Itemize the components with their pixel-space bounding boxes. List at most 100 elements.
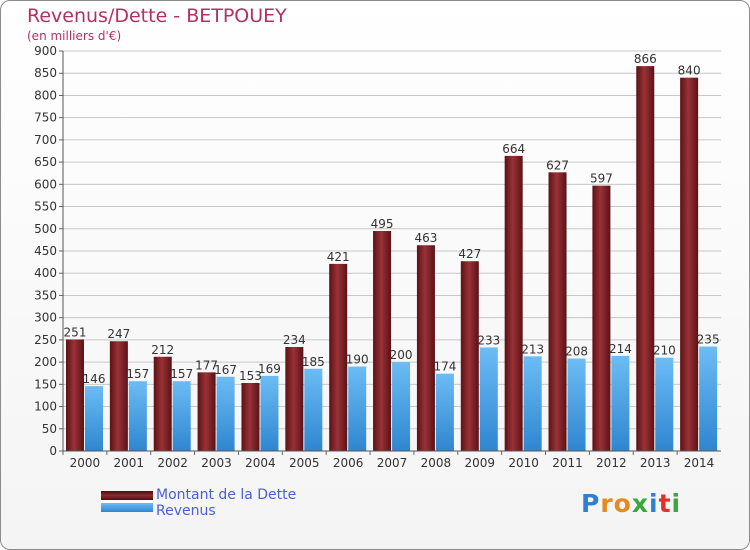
data-label-dette: 463 — [414, 231, 437, 245]
bar-revenus — [392, 362, 411, 451]
y-tick-label: 850 — [34, 66, 57, 80]
y-tick-label: 650 — [34, 155, 57, 169]
x-tick-label: 2011 — [552, 456, 583, 470]
data-label-revenus: 169 — [258, 362, 281, 376]
bar-revenus — [435, 373, 454, 451]
bar-dette — [636, 66, 655, 451]
data-label-dette: 664 — [502, 142, 525, 156]
bar-revenus — [304, 368, 323, 451]
data-label-revenus: 210 — [653, 344, 676, 358]
bar-revenus — [172, 381, 191, 451]
data-label-revenus: 167 — [214, 363, 237, 377]
y-tick-label: 750 — [34, 111, 57, 125]
data-label-revenus: 190 — [346, 353, 369, 367]
data-label-dette: 597 — [590, 172, 613, 186]
bar-dette — [592, 185, 611, 451]
y-tick-label: 700 — [34, 133, 57, 147]
bar-revenus — [523, 356, 542, 451]
bar-dette — [241, 383, 260, 451]
x-tick-label: 2008 — [421, 456, 452, 470]
bar-revenus — [216, 376, 235, 451]
x-tick-label: 2009 — [464, 456, 495, 470]
logo-letter: P — [581, 489, 601, 518]
x-tick-label: 2004 — [245, 456, 276, 470]
x-tick-label: 2003 — [201, 456, 232, 470]
logo-letter: t — [658, 489, 672, 518]
data-label-dette: 421 — [327, 250, 350, 264]
bar-revenus — [567, 358, 586, 451]
bar-revenus — [611, 355, 630, 451]
bar-dette — [460, 261, 479, 451]
x-tick-label: 2000 — [70, 456, 101, 470]
data-label-revenus: 185 — [302, 355, 325, 369]
y-tick-label: 350 — [34, 288, 57, 302]
data-label-revenus: 200 — [390, 348, 413, 362]
data-label-dette: 427 — [458, 247, 481, 261]
data-label-dette: 212 — [151, 343, 174, 357]
data-label-revenus: 233 — [477, 333, 500, 347]
bar-dette — [548, 172, 567, 452]
y-tick-label: 550 — [34, 200, 57, 214]
data-label-dette: 251 — [64, 325, 87, 339]
y-tick-label: 200 — [34, 355, 57, 369]
bar-dette — [109, 341, 128, 451]
data-label-dette: 177 — [195, 358, 218, 372]
y-tick-label: 600 — [34, 177, 57, 191]
proxiti-logo: Proxiti — [581, 489, 681, 518]
y-tick-label: 800 — [34, 88, 57, 102]
data-label-revenus: 214 — [609, 342, 632, 356]
data-label-dette: 627 — [546, 158, 569, 172]
y-tick-label: 250 — [34, 333, 57, 347]
logo-letter: x — [631, 489, 649, 518]
bar-revenus — [655, 357, 674, 451]
y-tick-label: 300 — [34, 311, 57, 325]
data-label-dette: 153 — [239, 369, 262, 383]
data-label-dette: 495 — [371, 217, 394, 231]
data-label-revenus: 157 — [126, 367, 149, 381]
x-tick-label: 2012 — [596, 456, 627, 470]
data-label-dette: 840 — [678, 64, 701, 78]
bar-dette — [197, 372, 216, 451]
bar-revenus — [479, 347, 498, 451]
legend-swatch-dette — [101, 491, 153, 503]
bar-revenus — [699, 346, 718, 451]
data-label-dette: 866 — [634, 52, 657, 66]
legend-label-dette: Montant de la Dette — [156, 487, 297, 503]
y-tick-label: 0 — [49, 444, 57, 458]
bar-dette — [153, 356, 172, 451]
bar-revenus — [348, 366, 367, 451]
y-tick-label: 900 — [34, 44, 57, 58]
bar-dette — [285, 347, 304, 451]
bar-revenus — [260, 375, 279, 451]
logo-letter: i — [649, 489, 659, 518]
data-label-revenus: 157 — [170, 367, 193, 381]
x-tick-label: 2001 — [114, 456, 145, 470]
data-label-revenus: 235 — [697, 333, 720, 347]
data-label-dette: 247 — [107, 327, 130, 341]
y-tick-label: 100 — [34, 400, 57, 414]
legend-swatch-revenus — [101, 503, 153, 512]
legend-label-revenus: Revenus — [156, 503, 216, 519]
data-label-revenus: 146 — [83, 372, 106, 386]
y-tick-label: 400 — [34, 266, 57, 280]
y-tick-label: 50 — [42, 422, 57, 436]
x-tick-label: 2006 — [333, 456, 364, 470]
y-tick-label: 150 — [34, 377, 57, 391]
bar-dette — [416, 245, 435, 451]
y-tick-label: 450 — [34, 244, 57, 258]
bar-revenus — [128, 381, 147, 451]
x-tick-label: 2002 — [157, 456, 188, 470]
x-tick-label: 2010 — [508, 456, 539, 470]
data-label-dette: 234 — [283, 333, 306, 347]
data-label-revenus: 213 — [521, 342, 544, 356]
x-tick-label: 2014 — [684, 456, 715, 470]
bar-revenus — [85, 386, 103, 451]
data-label-revenus: 208 — [565, 345, 588, 359]
chart-title: Revenus/Dette - BETPOUEY — [27, 5, 287, 27]
bar-dette — [504, 155, 523, 451]
x-tick-label: 2005 — [289, 456, 320, 470]
x-tick-label: 2007 — [377, 456, 408, 470]
bar-dette — [680, 77, 699, 452]
chart-subtitle: (en milliers d'€) — [27, 29, 122, 43]
